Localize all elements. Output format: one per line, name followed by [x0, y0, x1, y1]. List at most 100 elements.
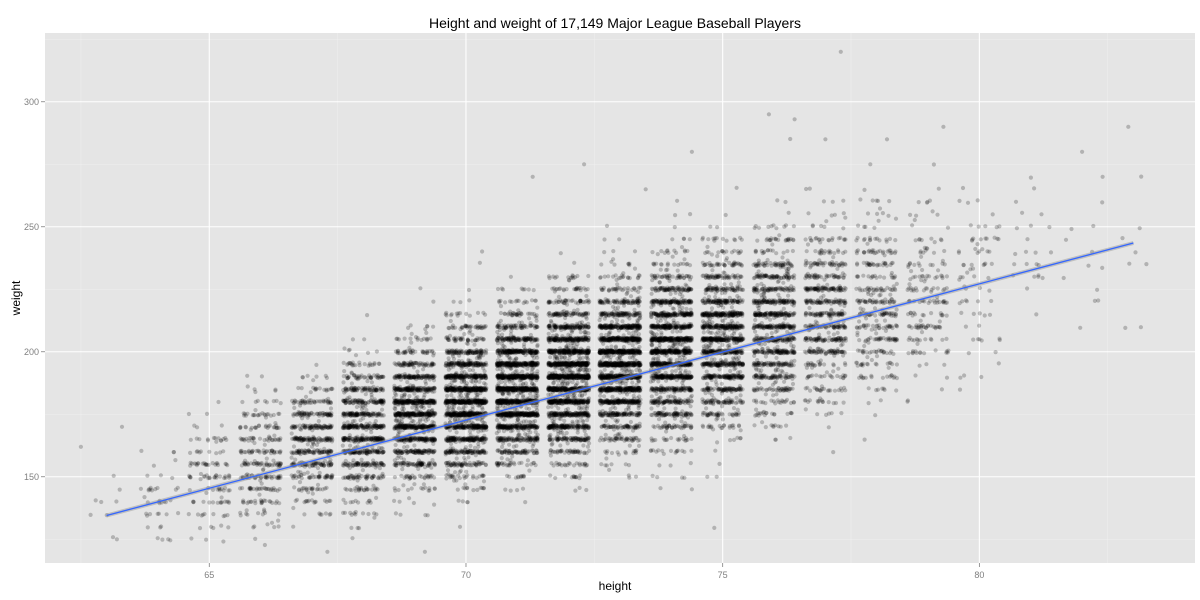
data-point	[329, 461, 334, 467]
data-point	[329, 411, 334, 416]
data-point	[470, 350, 475, 356]
data-point	[360, 511, 366, 516]
data-point	[271, 488, 276, 493]
data-point	[374, 349, 379, 354]
data-point	[224, 462, 229, 467]
data-point	[304, 487, 309, 492]
data-point	[449, 393, 454, 398]
data-point	[456, 473, 461, 478]
data-point	[256, 486, 262, 491]
data-point	[409, 340, 414, 345]
data-point	[470, 475, 476, 480]
data-point	[324, 436, 329, 441]
data-point	[468, 443, 473, 448]
data-point	[365, 379, 370, 384]
data-point	[316, 450, 322, 455]
data-point	[200, 461, 205, 466]
data-point	[244, 436, 249, 441]
data-point	[409, 412, 414, 417]
data-point	[317, 450, 323, 455]
data-point	[246, 449, 251, 454]
data-point	[146, 487, 151, 492]
data-point	[372, 361, 377, 366]
data-point	[214, 473, 219, 478]
data-point	[317, 399, 322, 404]
data-point	[310, 491, 315, 496]
data-point	[252, 387, 257, 392]
data-point	[320, 487, 325, 492]
data-point	[323, 438, 328, 443]
data-point	[290, 436, 295, 441]
data-point	[273, 388, 278, 393]
data-point	[297, 450, 302, 455]
data-point	[204, 473, 209, 478]
data-point	[266, 463, 271, 468]
data-point	[158, 525, 163, 530]
data-point	[345, 410, 350, 415]
data-point	[480, 405, 485, 410]
data-point	[238, 425, 243, 431]
data-point	[317, 424, 322, 429]
data-point	[329, 436, 335, 441]
data-point	[299, 476, 304, 481]
data-point	[369, 395, 374, 400]
data-point	[305, 499, 310, 504]
data-point	[357, 360, 362, 365]
data-point	[421, 363, 426, 368]
data-point	[188, 437, 193, 442]
data-point	[226, 473, 231, 478]
data-point	[368, 375, 373, 380]
data-point	[262, 542, 267, 548]
data-point	[341, 411, 346, 416]
data-point	[209, 524, 214, 529]
data-point	[307, 486, 312, 491]
data-point	[446, 462, 451, 467]
data-point	[238, 513, 243, 518]
data-point	[322, 475, 327, 480]
data-point	[292, 485, 297, 490]
data-point	[356, 461, 361, 466]
data-point	[380, 413, 385, 418]
data-points	[78, 49, 1149, 554]
data-point	[307, 412, 313, 417]
data-point	[456, 450, 461, 455]
data-point	[292, 400, 297, 405]
data-point	[188, 450, 193, 455]
data-point	[475, 310, 481, 315]
data-point	[214, 461, 219, 466]
data-point	[248, 499, 253, 504]
data-point	[238, 510, 243, 515]
data-point	[259, 500, 264, 505]
data-point	[324, 411, 329, 416]
data-point	[267, 499, 272, 504]
data-point	[267, 474, 272, 479]
data-point	[325, 412, 330, 417]
data-point	[289, 455, 294, 460]
data-point	[271, 399, 276, 404]
data-point	[253, 425, 258, 430]
data-point	[310, 486, 315, 491]
data-point	[466, 338, 471, 343]
data-point	[328, 400, 333, 405]
data-point	[392, 361, 397, 366]
data-point	[415, 398, 420, 403]
data-point	[423, 485, 428, 490]
data-point	[256, 423, 262, 428]
data-point	[318, 399, 323, 404]
data-point	[248, 487, 253, 492]
data-point	[393, 418, 398, 423]
data-point	[262, 463, 267, 468]
data-point	[464, 324, 469, 329]
data-point	[264, 475, 270, 480]
data-point	[241, 500, 246, 505]
data-point	[312, 499, 318, 504]
data-point	[324, 375, 329, 380]
data-point	[309, 450, 314, 455]
data-point	[325, 425, 331, 430]
data-point	[307, 438, 312, 443]
data-point	[347, 347, 352, 352]
data-point	[317, 511, 322, 516]
data-point	[238, 436, 243, 441]
data-point	[263, 399, 268, 404]
data-point	[291, 505, 296, 511]
